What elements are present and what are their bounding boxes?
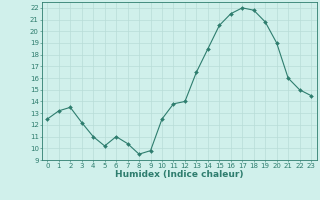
X-axis label: Humidex (Indice chaleur): Humidex (Indice chaleur) bbox=[115, 170, 244, 179]
